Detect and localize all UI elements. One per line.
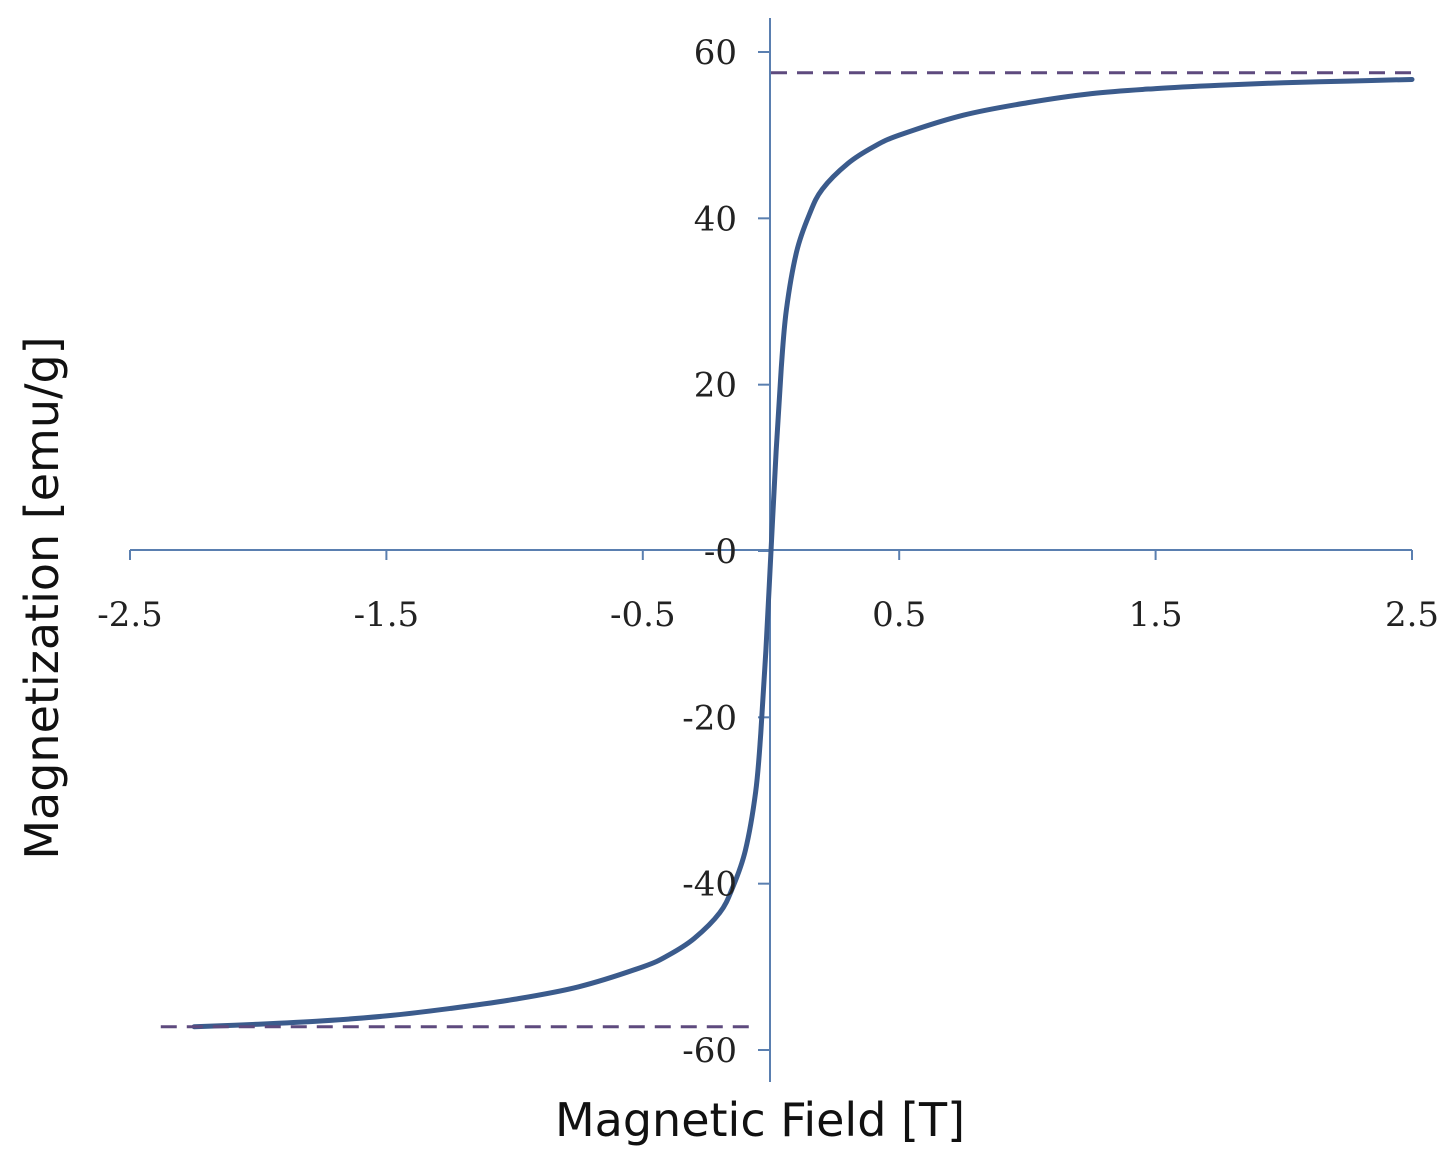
x-tick-label: 2.5 bbox=[1385, 595, 1439, 635]
y-tick-label: -60 bbox=[682, 1031, 737, 1071]
x-tick-label: 1.5 bbox=[1129, 595, 1183, 635]
tick-labels: -2.5 -1.5 -0.5 0.5 1.5 2.5 60 40 20 -0 -20 -40 -60 bbox=[97, 33, 1439, 1071]
y-axis-title: Magnetization [emu/g] bbox=[15, 336, 69, 859]
x-tick-label: -0.5 bbox=[610, 595, 676, 635]
y-tick-label: -40 bbox=[682, 865, 737, 905]
y-tick-label: 20 bbox=[694, 366, 737, 406]
x-axis-title: Magnetic Field [T] bbox=[555, 1093, 965, 1147]
plot-area bbox=[160, 71, 1415, 1030]
y-tick-label: -20 bbox=[682, 698, 737, 738]
y-tick-label: -0 bbox=[704, 532, 737, 572]
x-tick-label: 0.5 bbox=[872, 595, 926, 635]
y-tick-label: 60 bbox=[694, 33, 737, 73]
magnetization-curve bbox=[191, 76, 1415, 1030]
x-tick-label: -1.5 bbox=[354, 595, 420, 635]
y-tick-label: 40 bbox=[694, 199, 737, 239]
x-tick-label: -2.5 bbox=[97, 595, 163, 635]
